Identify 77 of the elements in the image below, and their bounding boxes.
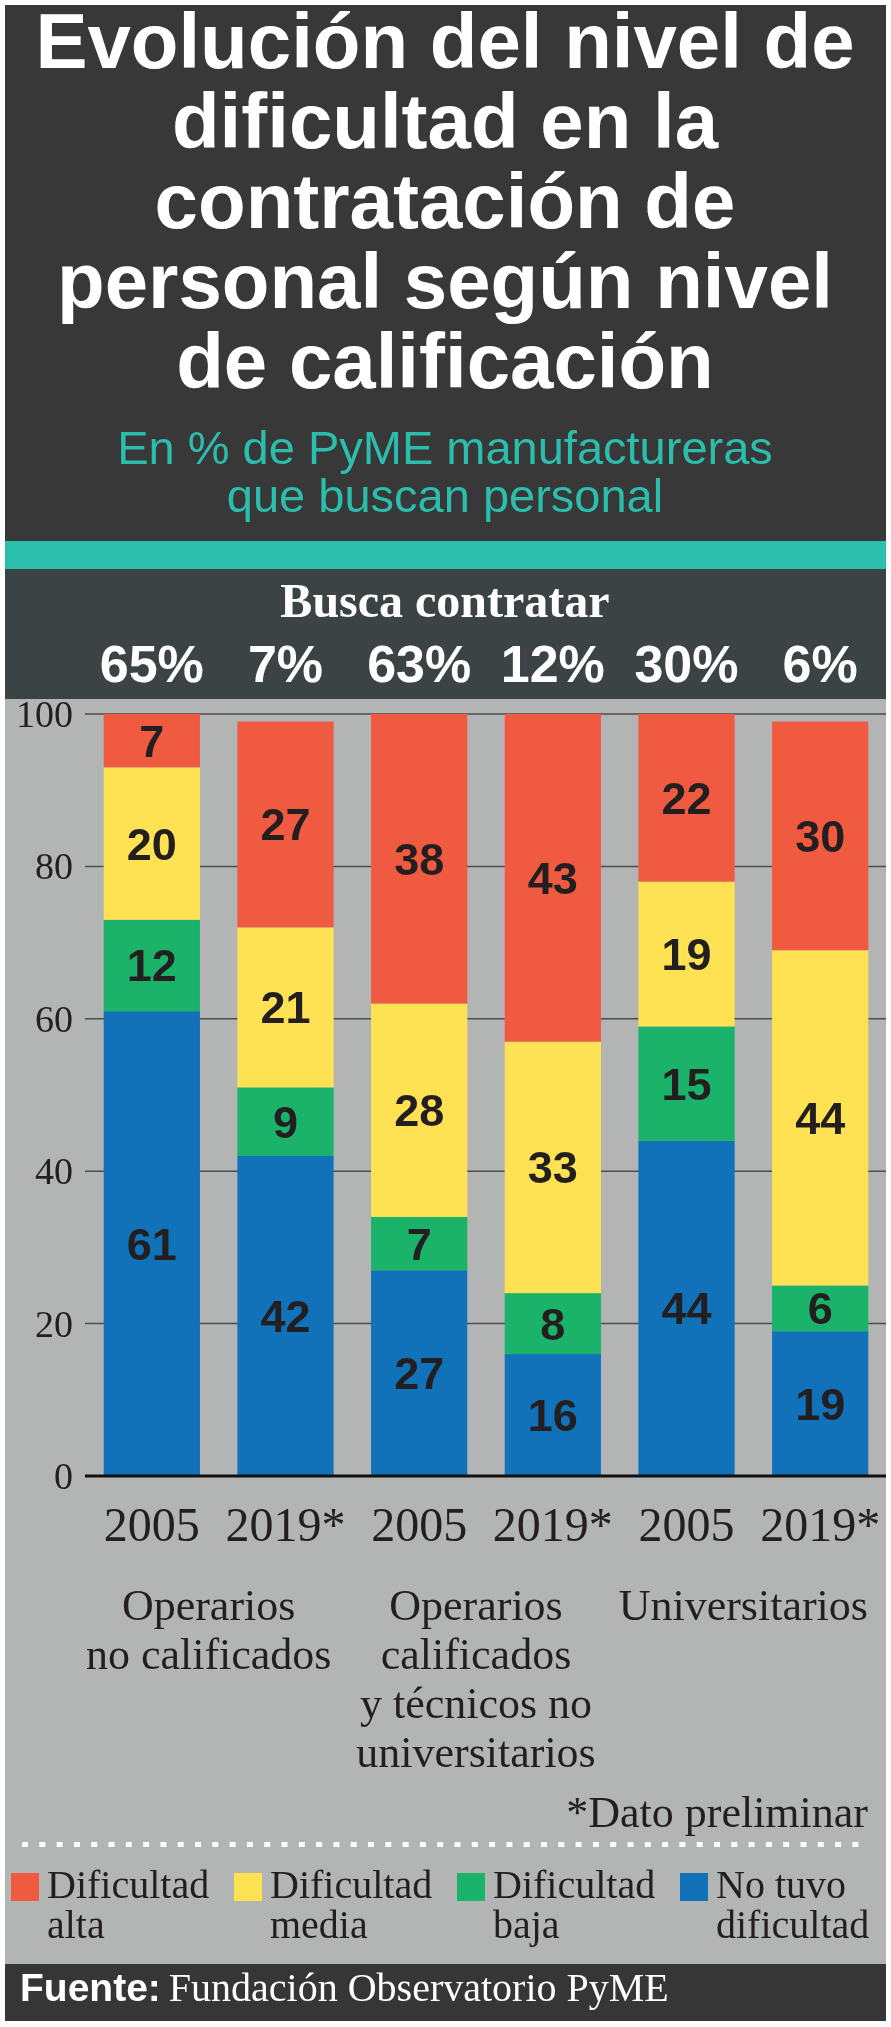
- bar: [103, 919, 200, 1012]
- bar: [638, 1026, 735, 1141]
- text: Operarios no calificados: [85, 1581, 332, 1679]
- data-label: 19: [795, 1378, 846, 1430]
- data-label: 7: [139, 715, 165, 767]
- text: *Dato preliminar: [566, 1788, 869, 1837]
- bar: [638, 1140, 735, 1476]
- text: Busca contratar: [280, 574, 610, 627]
- text: Operarios calificados y técnicos no universitarios: [356, 1581, 596, 1777]
- x-tick-label: 2019*: [492, 1498, 613, 1551]
- text: 63%: [367, 635, 472, 693]
- data-label: 12: [126, 940, 177, 992]
- legend-label: Dificultad media: [270, 1862, 433, 1947]
- data-label: 19: [661, 929, 712, 981]
- bar: [237, 927, 334, 1088]
- bar: [504, 714, 601, 1042]
- bar: [237, 721, 334, 928]
- data-label: 44: [795, 1092, 846, 1144]
- legend-label: Dificultad alta: [47, 1862, 210, 1947]
- y-tick-label: 20: [35, 1302, 73, 1345]
- text: 30%: [634, 635, 739, 693]
- y-tick-label: 60: [35, 997, 73, 1040]
- chart-subtitle: En % de PyME manufactureras que buscan personal: [117, 421, 773, 522]
- bar: [103, 1011, 200, 1476]
- data-label: 61: [126, 1218, 177, 1270]
- data-label: 6: [807, 1283, 833, 1335]
- bar: [103, 714, 200, 768]
- legend-label: No tuvo dificultad: [716, 1862, 870, 1947]
- source-note: Fuente: Fundación Observatorio PyME: [20, 1965, 669, 2010]
- chart-title: Evolución del nivel de dificultad en la contratación de personal según nivel de calificación: [35, 0, 855, 405]
- bar: [772, 1331, 869, 1476]
- x-tick-label: 2005: [638, 1498, 735, 1551]
- bar: [237, 1087, 334, 1156]
- x-tick-label: 2005: [371, 1498, 468, 1551]
- data-label: 20: [126, 818, 177, 870]
- text: 6%: [782, 635, 858, 693]
- bar: [772, 950, 869, 1286]
- bar: [371, 714, 468, 1004]
- data-label: 33: [527, 1142, 578, 1194]
- data-label: 30: [795, 810, 846, 862]
- data-label: 16: [527, 1390, 578, 1442]
- data-label: 7: [406, 1218, 432, 1270]
- y-tick-label: 100: [16, 693, 73, 735]
- text: Universitarios: [618, 1581, 868, 1630]
- legend-label: Dificultad baja: [493, 1862, 656, 1947]
- bar: [504, 1354, 601, 1476]
- data-label: 42: [260, 1290, 311, 1342]
- bar: [103, 767, 200, 920]
- bar: [237, 1155, 334, 1476]
- y-tick-label: 0: [54, 1455, 73, 1497]
- data-label: 38: [394, 833, 445, 885]
- y-tick-label: 80: [35, 845, 73, 888]
- bar: [371, 1216, 468, 1271]
- bar: [772, 721, 869, 951]
- bar: [638, 881, 735, 1027]
- data-label: 22: [661, 772, 712, 824]
- data-label: 8: [540, 1298, 566, 1350]
- bar: [638, 714, 735, 882]
- x-tick-label: 2019*: [225, 1498, 346, 1551]
- bar: [504, 1041, 601, 1294]
- x-tick-label: 2019*: [760, 1498, 881, 1551]
- bar: [504, 1293, 601, 1355]
- data-label: 21: [260, 982, 311, 1034]
- y-tick-label: 40: [35, 1150, 73, 1193]
- data-label: 44: [661, 1283, 712, 1335]
- data-label: 15: [661, 1058, 712, 1110]
- data-label: 27: [260, 799, 311, 851]
- bar: [371, 1270, 468, 1476]
- x-tick-label: 2005: [103, 1498, 200, 1551]
- data-label: 9: [272, 1096, 299, 1148]
- text: 7%: [247, 635, 324, 693]
- data-label: 43: [527, 852, 578, 904]
- text: 12%: [500, 635, 605, 693]
- text: 65%: [99, 635, 204, 693]
- data-label: 28: [394, 1085, 445, 1137]
- data-label: 27: [394, 1348, 445, 1400]
- bar: [371, 1003, 468, 1217]
